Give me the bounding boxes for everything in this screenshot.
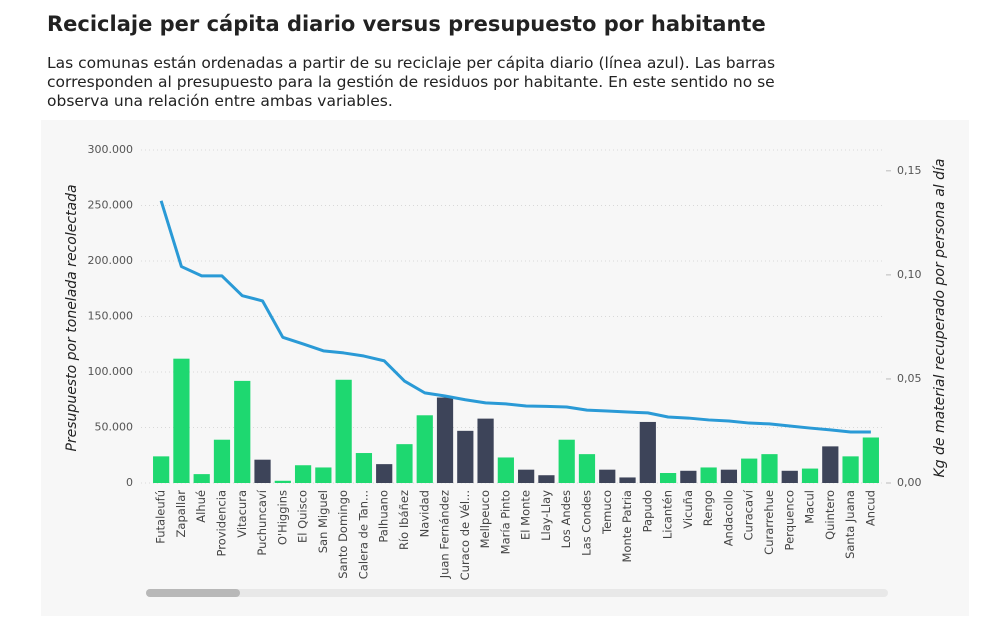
- x-tick-label: Las Condes: [579, 490, 593, 556]
- panel: [41, 120, 969, 616]
- bar: [153, 456, 170, 483]
- x-tick-label: Zapallar: [174, 490, 188, 538]
- bar: [518, 469, 535, 483]
- x-tick-label: Curarrehue: [762, 490, 776, 555]
- scrollbar-thumb[interactable]: [146, 589, 240, 597]
- x-tick-label: Andacollo: [721, 490, 735, 546]
- y-tick-label: 200.000: [88, 254, 134, 267]
- x-tick-label: Palhuano: [377, 490, 391, 543]
- x-tick-label: Curaco de Vél...: [458, 490, 472, 580]
- y2-tick-label: 0,10: [897, 268, 922, 281]
- bar: [396, 444, 413, 483]
- x-tick-label: Juan Fernández: [438, 490, 452, 579]
- bar: [741, 458, 758, 483]
- x-tick-label: El Quisco: [296, 490, 310, 543]
- x-tick-label: Vicuña: [681, 490, 695, 529]
- bar: [254, 459, 271, 483]
- bar: [720, 469, 738, 483]
- x-tick-label: Alhué: [194, 490, 208, 523]
- y2-tick-label: 0,00: [897, 476, 922, 489]
- bar: [578, 454, 596, 483]
- bar: [315, 467, 332, 483]
- x-tick-label: Río Ibáñez: [397, 490, 411, 550]
- bar: [639, 421, 656, 483]
- y-tick-label: 50.000: [95, 421, 134, 434]
- x-tick-label: El Monte: [519, 490, 533, 540]
- y2-tick-label: 0,15: [897, 164, 922, 177]
- y-tick-label: 250.000: [88, 199, 134, 212]
- line: [159, 200, 871, 434]
- x-tick-label: Perquenco: [782, 490, 796, 550]
- x-tick-label: María Pinto: [498, 490, 512, 554]
- x-tick-label: Navidad: [417, 490, 431, 537]
- bar: [436, 397, 454, 483]
- chart-title: Reciclaje per cápita diario versus presu…: [47, 12, 766, 36]
- bar: [497, 457, 514, 483]
- y-axis-label: Presupuesto por tonelada recolectada: [64, 184, 80, 451]
- bar: [416, 415, 433, 483]
- x-tick-label: Monte Patria: [620, 490, 634, 562]
- bar: [477, 418, 494, 483]
- bar: [234, 380, 251, 483]
- x-tick-label: Temuco: [600, 490, 614, 535]
- bar: [355, 453, 373, 483]
- x-tick-label: O'Higgins: [275, 490, 289, 545]
- x-tick-label: Rengo: [701, 490, 715, 526]
- bar: [700, 467, 717, 483]
- x-tick-label: Santa Juana: [843, 490, 857, 559]
- x-tick-label: Santo Domingo: [336, 490, 350, 579]
- x-tick-label: Quintero: [823, 490, 837, 540]
- bar: [862, 437, 879, 483]
- bar: [457, 430, 474, 483]
- x-tick-label: Los Andes: [559, 490, 573, 548]
- x-tick-label: Mellpeuco: [478, 490, 492, 548]
- bar: [680, 470, 697, 483]
- bar: [173, 358, 190, 483]
- x-tick-label: Llay-Llay: [539, 490, 553, 541]
- y-tick-label: 150.000: [88, 310, 134, 323]
- x-tick-label: Puchuncaví: [255, 489, 269, 555]
- bar: [376, 464, 393, 483]
- scrollbar-track[interactable]: [146, 589, 888, 597]
- bar: [801, 468, 819, 483]
- x-tick-label: Calera de Tan...: [356, 490, 370, 579]
- bar: [274, 480, 291, 483]
- x-tick-label: San Miguel: [316, 490, 330, 553]
- x-tick-label: Futaleufú: [154, 490, 168, 544]
- bar: [659, 473, 677, 483]
- x-tick-label: Curacaví: [742, 489, 756, 540]
- bar: [842, 456, 859, 483]
- bar: [294, 465, 312, 483]
- bar: [558, 439, 575, 483]
- x-tick-label: Papudo: [640, 490, 654, 532]
- y2-tick-label: 0,05: [897, 372, 922, 385]
- bar: [599, 469, 616, 483]
- bar: [781, 470, 798, 483]
- x-tick-label: Providencia: [214, 490, 228, 556]
- bar: [193, 474, 210, 483]
- x-tick-label: Ancud: [863, 490, 877, 526]
- bar: [538, 475, 555, 483]
- bar: [335, 379, 352, 483]
- bar: [619, 477, 636, 483]
- y2-axis-label: Kg de material recuperado por persona al…: [932, 159, 948, 478]
- bar: [822, 446, 839, 483]
- x-tick-label: Macul: [803, 490, 817, 524]
- x-tick-label: Licantén: [661, 490, 675, 539]
- y-tick-label: 100.000: [88, 365, 134, 378]
- x-tick-label: Vitacura: [235, 490, 249, 538]
- bar: [213, 439, 231, 483]
- chart-subtitle: Las comunas están ordenadas a partir de …: [47, 54, 776, 110]
- bar: [761, 454, 778, 483]
- y-tick-label: 0: [126, 476, 133, 489]
- y-tick-label: 300.000: [88, 143, 134, 156]
